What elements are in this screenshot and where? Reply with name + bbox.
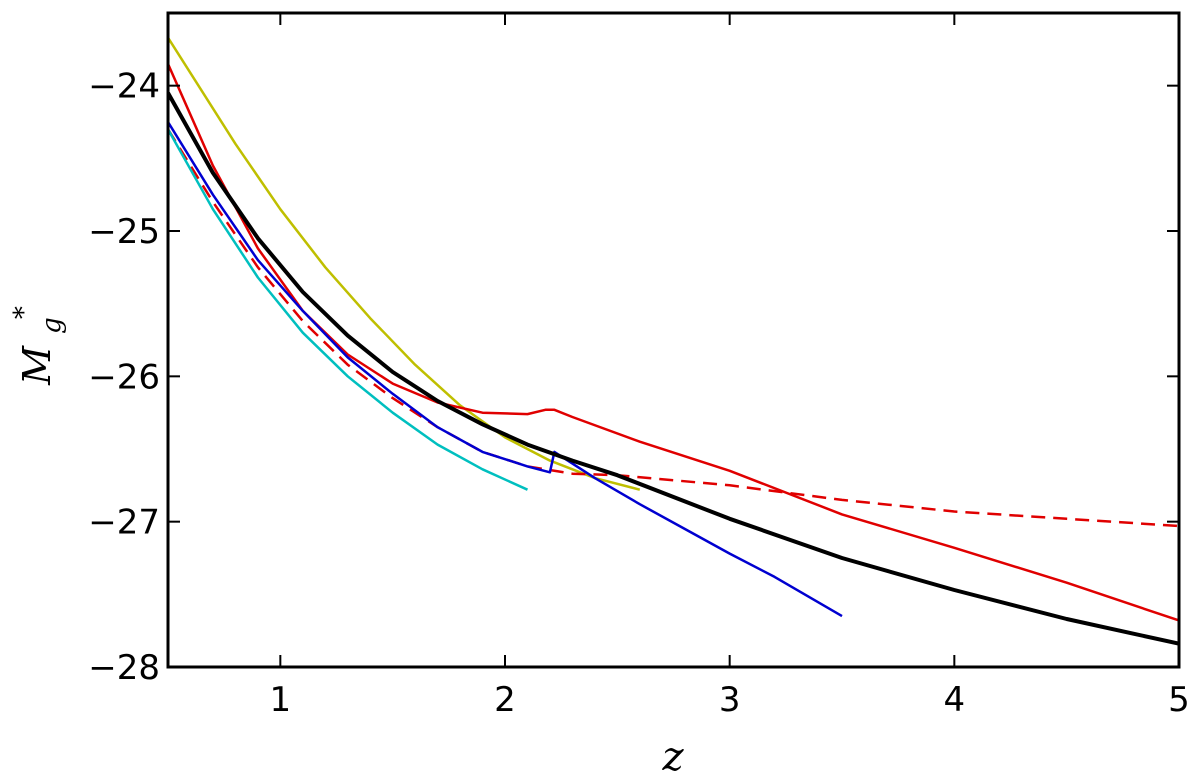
x-tick-label: 1 <box>270 680 292 720</box>
y-tick-label: −28 <box>88 648 160 688</box>
ticks-layer <box>168 13 1180 668</box>
x-tick-label: 5 <box>1168 680 1190 720</box>
y-tick-label: −25 <box>88 212 160 252</box>
x-tick-label: 2 <box>494 680 516 720</box>
tick-labels-layer: 1 2 3 4 5 −24 −25 −26 −27 −28 <box>88 67 1190 720</box>
x-tick-label: 4 <box>944 680 966 720</box>
series-line-1 <box>168 37 641 491</box>
x-axis-label: z <box>661 734 684 779</box>
series-line-3 <box>168 128 1179 528</box>
y-axis-label: M g * <box>9 305 69 386</box>
series-line-4 <box>168 121 843 618</box>
y-tick-label: −27 <box>88 503 160 543</box>
plot-frame <box>166 11 1181 669</box>
series-layer <box>168 37 1179 646</box>
y-axis-label-sup: * <box>9 306 39 319</box>
y-tick-label: −24 <box>88 67 160 107</box>
series-line-5 <box>168 128 529 491</box>
series-line-2 <box>168 63 1179 622</box>
x-tick-label: 3 <box>719 680 741 720</box>
y-tick-label: −26 <box>88 357 160 397</box>
y-axis-label-main: M <box>15 345 59 386</box>
y-axis-label-sub: g <box>37 317 67 334</box>
series-line-6 <box>168 91 1179 646</box>
